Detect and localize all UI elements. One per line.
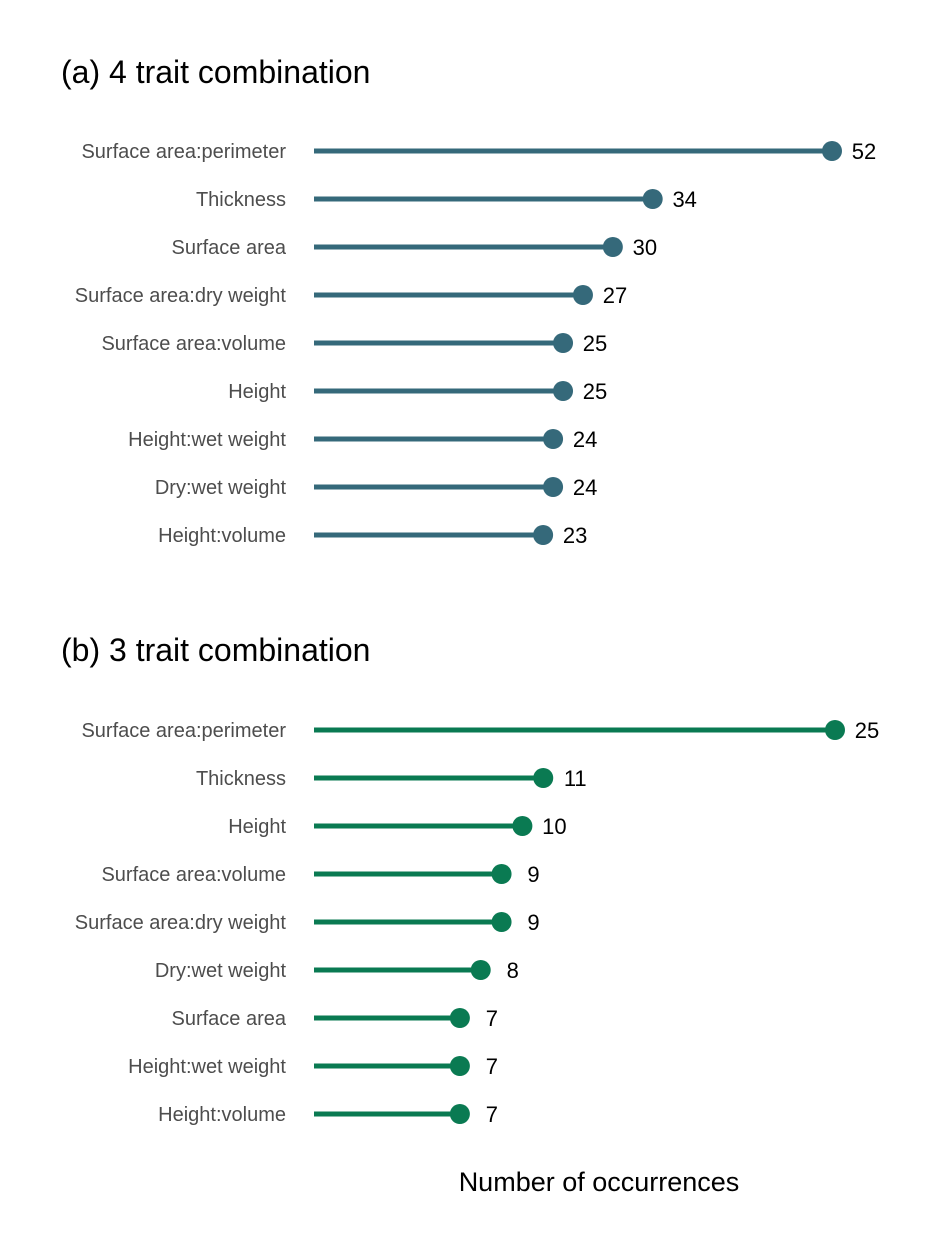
lollipop-point bbox=[533, 768, 554, 788]
panel-a-marks: Surface area:perimeter 52 Thickness 34 Surfa… bbox=[75, 139, 876, 548]
value-label: 8 bbox=[507, 958, 519, 983]
category-label: Height bbox=[228, 381, 286, 403]
lollipop-row: Surface area:perimeter 25 bbox=[81, 718, 879, 743]
lollipop-row: Surface area 7 bbox=[171, 1006, 498, 1031]
lollipop-row: Height:wet weight 7 bbox=[128, 1054, 498, 1079]
category-label: Surface area bbox=[171, 1008, 286, 1030]
lollipop-point bbox=[449, 1056, 470, 1076]
lollipop-row: Surface area:volume 9 bbox=[101, 862, 539, 887]
lollipop-point bbox=[491, 912, 512, 932]
category-label: Surface area:dry weight bbox=[75, 912, 287, 934]
value-label: 24 bbox=[573, 475, 597, 500]
value-label: 10 bbox=[542, 814, 566, 839]
lollipop-row: Thickness 11 bbox=[196, 766, 587, 791]
value-label: 7 bbox=[486, 1102, 498, 1127]
category-label: Dry:wet weight bbox=[155, 960, 287, 982]
x-axis-title: Number of occurrences bbox=[459, 1167, 740, 1197]
value-label: 9 bbox=[527, 910, 539, 935]
category-label: Dry:wet weight bbox=[155, 477, 287, 499]
category-label: Thickness bbox=[196, 768, 286, 790]
category-label: Height:wet weight bbox=[128, 429, 286, 451]
lollipop-row: Height:volume 23 bbox=[158, 523, 587, 548]
category-label: Height:volume bbox=[158, 1104, 286, 1126]
lollipop-row: Surface area:dry weight 27 bbox=[75, 283, 627, 308]
lollipop-point bbox=[470, 960, 491, 980]
category-label: Surface area:volume bbox=[101, 864, 286, 886]
value-label: 30 bbox=[633, 235, 657, 260]
lollipop-point bbox=[642, 189, 663, 209]
value-label: 7 bbox=[486, 1006, 498, 1031]
panel-b-marks: Surface area:perimeter 25 Thickness 11 Heigh… bbox=[75, 718, 879, 1127]
lollipop-row: Surface area:perimeter 52 bbox=[81, 139, 876, 164]
category-label: Surface area bbox=[171, 237, 286, 259]
category-label: Surface area:dry weight bbox=[75, 285, 287, 307]
value-label: 52 bbox=[852, 139, 876, 164]
value-label: 9 bbox=[527, 862, 539, 887]
category-label: Thickness bbox=[196, 189, 286, 211]
lollipop-row: Thickness 34 bbox=[196, 187, 697, 212]
category-label: Height:wet weight bbox=[128, 1056, 286, 1078]
panel-a: (a) 4 trait combination Surface area:per… bbox=[61, 54, 876, 548]
lollipop-point bbox=[553, 381, 574, 401]
lollipop-row: Dry:wet weight 24 bbox=[155, 475, 597, 500]
category-label: Surface area:perimeter bbox=[81, 720, 286, 742]
value-label: 34 bbox=[672, 187, 696, 212]
panel-b-title: (b) 3 trait combination bbox=[61, 632, 370, 668]
value-label: 25 bbox=[583, 379, 607, 404]
lollipop-point bbox=[543, 477, 564, 497]
lollipop-row: Height:volume 7 bbox=[158, 1102, 498, 1127]
panel-b: (b) 3 trait combination Surface area:per… bbox=[61, 632, 879, 1127]
value-label: 11 bbox=[564, 766, 587, 791]
value-label: 25 bbox=[583, 331, 607, 356]
value-label: 27 bbox=[603, 283, 627, 308]
category-label: Height bbox=[228, 816, 286, 838]
value-label: 23 bbox=[563, 523, 587, 548]
lollipop-point bbox=[512, 816, 533, 836]
lollipop-row: Surface area:dry weight 9 bbox=[75, 910, 540, 935]
lollipop-point bbox=[553, 333, 574, 353]
lollipop-row: Surface area:volume 25 bbox=[101, 331, 607, 356]
lollipop-point bbox=[825, 720, 845, 740]
lollipop-point bbox=[602, 237, 623, 257]
category-label: Height:volume bbox=[158, 525, 286, 547]
lollipop-point bbox=[491, 864, 512, 884]
lollipop-row: Dry:wet weight 8 bbox=[155, 958, 519, 983]
category-label: Surface area:volume bbox=[101, 333, 286, 355]
value-label: 7 bbox=[486, 1054, 498, 1079]
lollipop-point bbox=[822, 141, 842, 161]
value-label: 24 bbox=[573, 427, 597, 452]
lollipop-point bbox=[572, 285, 593, 305]
panel-a-title: (a) 4 trait combination bbox=[61, 54, 370, 90]
lollipop-row: Surface area 30 bbox=[171, 235, 657, 260]
lollipop-point bbox=[533, 525, 554, 545]
lollipop-row: Height 25 bbox=[228, 379, 607, 404]
lollipop-point bbox=[449, 1008, 470, 1028]
lollipop-point bbox=[543, 429, 564, 449]
value-label: 25 bbox=[855, 718, 879, 743]
lollipop-row: Height:wet weight 24 bbox=[128, 427, 597, 452]
lollipop-row: Height 10 bbox=[228, 814, 566, 839]
category-label: Surface area:perimeter bbox=[81, 141, 286, 163]
lollipop-point bbox=[449, 1104, 470, 1124]
